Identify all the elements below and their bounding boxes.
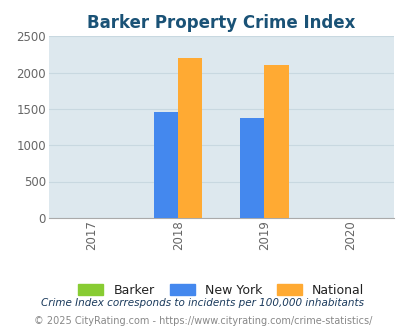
Text: Crime Index corresponds to incidents per 100,000 inhabitants: Crime Index corresponds to incidents per… xyxy=(41,298,364,308)
Legend: Barker, New York, National: Barker, New York, National xyxy=(73,279,368,302)
Bar xyxy=(264,65,288,218)
Bar xyxy=(178,58,202,218)
Text: © 2025 CityRating.com - https://www.cityrating.com/crime-statistics/: © 2025 CityRating.com - https://www.city… xyxy=(34,316,371,326)
Bar xyxy=(153,112,178,218)
Bar xyxy=(240,118,264,218)
Title: Barker Property Crime Index: Barker Property Crime Index xyxy=(87,14,355,32)
